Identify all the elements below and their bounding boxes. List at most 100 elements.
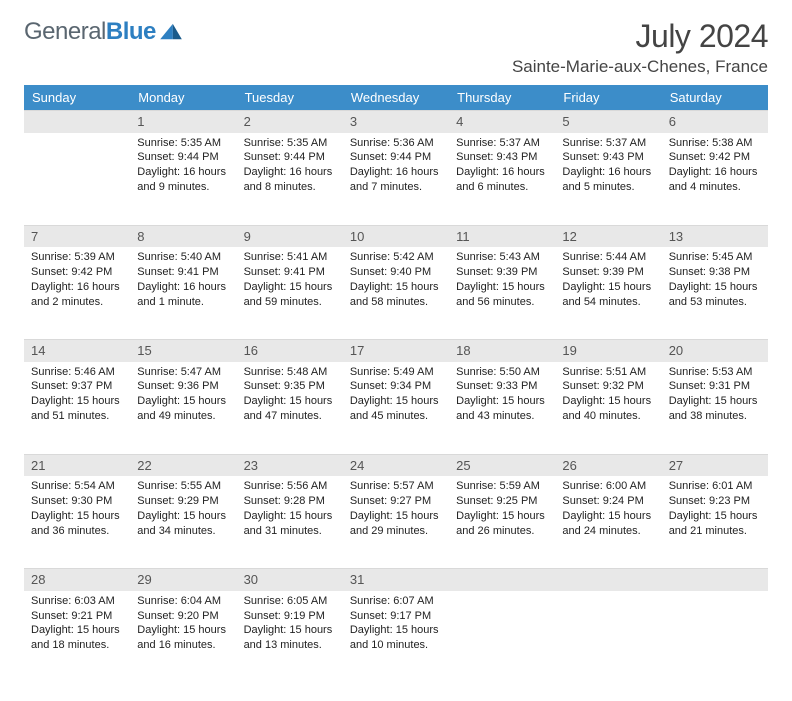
daylight-line1: Daylight: 16 hours xyxy=(137,165,229,180)
daylight-line2: and 40 minutes. xyxy=(562,409,654,424)
sunrise-text: Sunrise: 5:53 AM xyxy=(669,365,761,380)
sunrise-text: Sunrise: 5:54 AM xyxy=(31,479,123,494)
daylight-line1: Daylight: 16 hours xyxy=(137,280,229,295)
day-number xyxy=(555,568,661,591)
day-body-cell: Sunrise: 5:59 AMSunset: 9:25 PMDaylight:… xyxy=(449,476,555,568)
daylight-line1: Daylight: 15 hours xyxy=(562,394,654,409)
daylight-line1: Daylight: 15 hours xyxy=(350,280,442,295)
sunrise-text: Sunrise: 5:49 AM xyxy=(350,365,442,380)
daylight-line2: and 13 minutes. xyxy=(244,638,336,653)
sunrise-text: Sunrise: 5:50 AM xyxy=(456,365,548,380)
sunset-text: Sunset: 9:42 PM xyxy=(669,150,761,165)
day-number-cell: 30 xyxy=(237,568,343,591)
day-body-cell: Sunrise: 5:48 AMSunset: 9:35 PMDaylight:… xyxy=(237,362,343,454)
sunset-text: Sunset: 9:25 PM xyxy=(456,494,548,509)
day-body-cell: Sunrise: 5:42 AMSunset: 9:40 PMDaylight:… xyxy=(343,247,449,339)
sunrise-text: Sunrise: 5:35 AM xyxy=(244,136,336,151)
sunset-text: Sunset: 9:36 PM xyxy=(137,379,229,394)
day-body-cell: Sunrise: 6:03 AMSunset: 9:21 PMDaylight:… xyxy=(24,591,130,683)
daylight-line2: and 6 minutes. xyxy=(456,180,548,195)
daylight-line2: and 53 minutes. xyxy=(669,295,761,310)
sunset-text: Sunset: 9:42 PM xyxy=(31,265,123,280)
day-body-cell: Sunrise: 5:57 AMSunset: 9:27 PMDaylight:… xyxy=(343,476,449,568)
daylight-line1: Daylight: 16 hours xyxy=(669,165,761,180)
day-number-cell: 2 xyxy=(237,110,343,133)
sunset-text: Sunset: 9:29 PM xyxy=(137,494,229,509)
sunrise-text: Sunrise: 5:44 AM xyxy=(562,250,654,265)
sunset-text: Sunset: 9:41 PM xyxy=(244,265,336,280)
day-number: 8 xyxy=(130,225,236,248)
day-number: 10 xyxy=(343,225,449,248)
sunset-text: Sunset: 9:44 PM xyxy=(244,150,336,165)
sunrise-text: Sunrise: 5:59 AM xyxy=(456,479,548,494)
day-body-cell: Sunrise: 5:35 AMSunset: 9:44 PMDaylight:… xyxy=(130,133,236,225)
daynum-row: 14151617181920 xyxy=(24,339,768,362)
day-number-cell xyxy=(662,568,768,591)
sunset-text: Sunset: 9:41 PM xyxy=(137,265,229,280)
day-number-cell: 14 xyxy=(24,339,130,362)
daylight-line2: and 18 minutes. xyxy=(31,638,123,653)
daylight-line1: Daylight: 15 hours xyxy=(137,623,229,638)
sunset-text: Sunset: 9:21 PM xyxy=(31,609,123,624)
sunrise-text: Sunrise: 5:45 AM xyxy=(669,250,761,265)
sunset-text: Sunset: 9:39 PM xyxy=(456,265,548,280)
daylight-line1: Daylight: 16 hours xyxy=(350,165,442,180)
sunset-text: Sunset: 9:33 PM xyxy=(456,379,548,394)
day-body-cell: Sunrise: 5:43 AMSunset: 9:39 PMDaylight:… xyxy=(449,247,555,339)
day-body-cell: Sunrise: 6:04 AMSunset: 9:20 PMDaylight:… xyxy=(130,591,236,683)
logo-text: GeneralBlue xyxy=(24,18,156,46)
daylight-line2: and 8 minutes. xyxy=(244,180,336,195)
sunrise-text: Sunrise: 6:03 AM xyxy=(31,594,123,609)
daylight-line1: Daylight: 15 hours xyxy=(562,280,654,295)
day-number-cell: 5 xyxy=(555,110,661,133)
day-number-cell: 6 xyxy=(662,110,768,133)
day-body-cell: Sunrise: 6:05 AMSunset: 9:19 PMDaylight:… xyxy=(237,591,343,683)
daylight-line2: and 58 minutes. xyxy=(350,295,442,310)
daylight-line2: and 7 minutes. xyxy=(350,180,442,195)
location: Sainte-Marie-aux-Chenes, France xyxy=(512,57,768,77)
daylight-line1: Daylight: 15 hours xyxy=(31,509,123,524)
sunset-text: Sunset: 9:38 PM xyxy=(669,265,761,280)
daylight-line2: and 38 minutes. xyxy=(669,409,761,424)
day-body-cell: Sunrise: 6:07 AMSunset: 9:17 PMDaylight:… xyxy=(343,591,449,683)
sunset-text: Sunset: 9:27 PM xyxy=(350,494,442,509)
day-number-cell: 13 xyxy=(662,225,768,248)
sunset-text: Sunset: 9:44 PM xyxy=(137,150,229,165)
weekday-header: Thursday xyxy=(449,85,555,110)
daylight-line1: Daylight: 15 hours xyxy=(244,280,336,295)
day-number-cell: 20 xyxy=(662,339,768,362)
day-number: 6 xyxy=(662,110,768,133)
daylight-line1: Daylight: 15 hours xyxy=(562,509,654,524)
daylight-line2: and 49 minutes. xyxy=(137,409,229,424)
day-number: 29 xyxy=(130,568,236,591)
sunrise-text: Sunrise: 5:38 AM xyxy=(669,136,761,151)
day-number-cell: 11 xyxy=(449,225,555,248)
sunrise-text: Sunrise: 6:04 AM xyxy=(137,594,229,609)
sunrise-text: Sunrise: 5:37 AM xyxy=(456,136,548,151)
day-number-cell: 9 xyxy=(237,225,343,248)
day-body-cell: Sunrise: 6:01 AMSunset: 9:23 PMDaylight:… xyxy=(662,476,768,568)
day-number: 27 xyxy=(662,454,768,477)
day-body-cell: Sunrise: 5:53 AMSunset: 9:31 PMDaylight:… xyxy=(662,362,768,454)
weekday-header: Sunday xyxy=(24,85,130,110)
daylight-line1: Daylight: 15 hours xyxy=(669,509,761,524)
day-number-cell: 4 xyxy=(449,110,555,133)
day-body-cell: Sunrise: 5:49 AMSunset: 9:34 PMDaylight:… xyxy=(343,362,449,454)
sunset-text: Sunset: 9:34 PM xyxy=(350,379,442,394)
day-number: 24 xyxy=(343,454,449,477)
day-number: 5 xyxy=(555,110,661,133)
daylight-line2: and 2 minutes. xyxy=(31,295,123,310)
day-body-cell: Sunrise: 5:35 AMSunset: 9:44 PMDaylight:… xyxy=(237,133,343,225)
sunset-text: Sunset: 9:24 PM xyxy=(562,494,654,509)
day-body-cell: Sunrise: 5:37 AMSunset: 9:43 PMDaylight:… xyxy=(555,133,661,225)
daylight-line2: and 10 minutes. xyxy=(350,638,442,653)
day-number-cell: 18 xyxy=(449,339,555,362)
day-number-cell: 26 xyxy=(555,454,661,477)
daylight-line2: and 29 minutes. xyxy=(350,524,442,539)
weekday-header-row: Sunday Monday Tuesday Wednesday Thursday… xyxy=(24,85,768,110)
sunrise-text: Sunrise: 5:41 AM xyxy=(244,250,336,265)
daylight-line1: Daylight: 15 hours xyxy=(669,280,761,295)
daybody-row: Sunrise: 6:03 AMSunset: 9:21 PM Daylight:… xyxy=(24,591,768,683)
sunset-text: Sunset: 9:17 PM xyxy=(350,609,442,624)
sunrise-text: Sunrise: 5:48 AM xyxy=(244,365,336,380)
